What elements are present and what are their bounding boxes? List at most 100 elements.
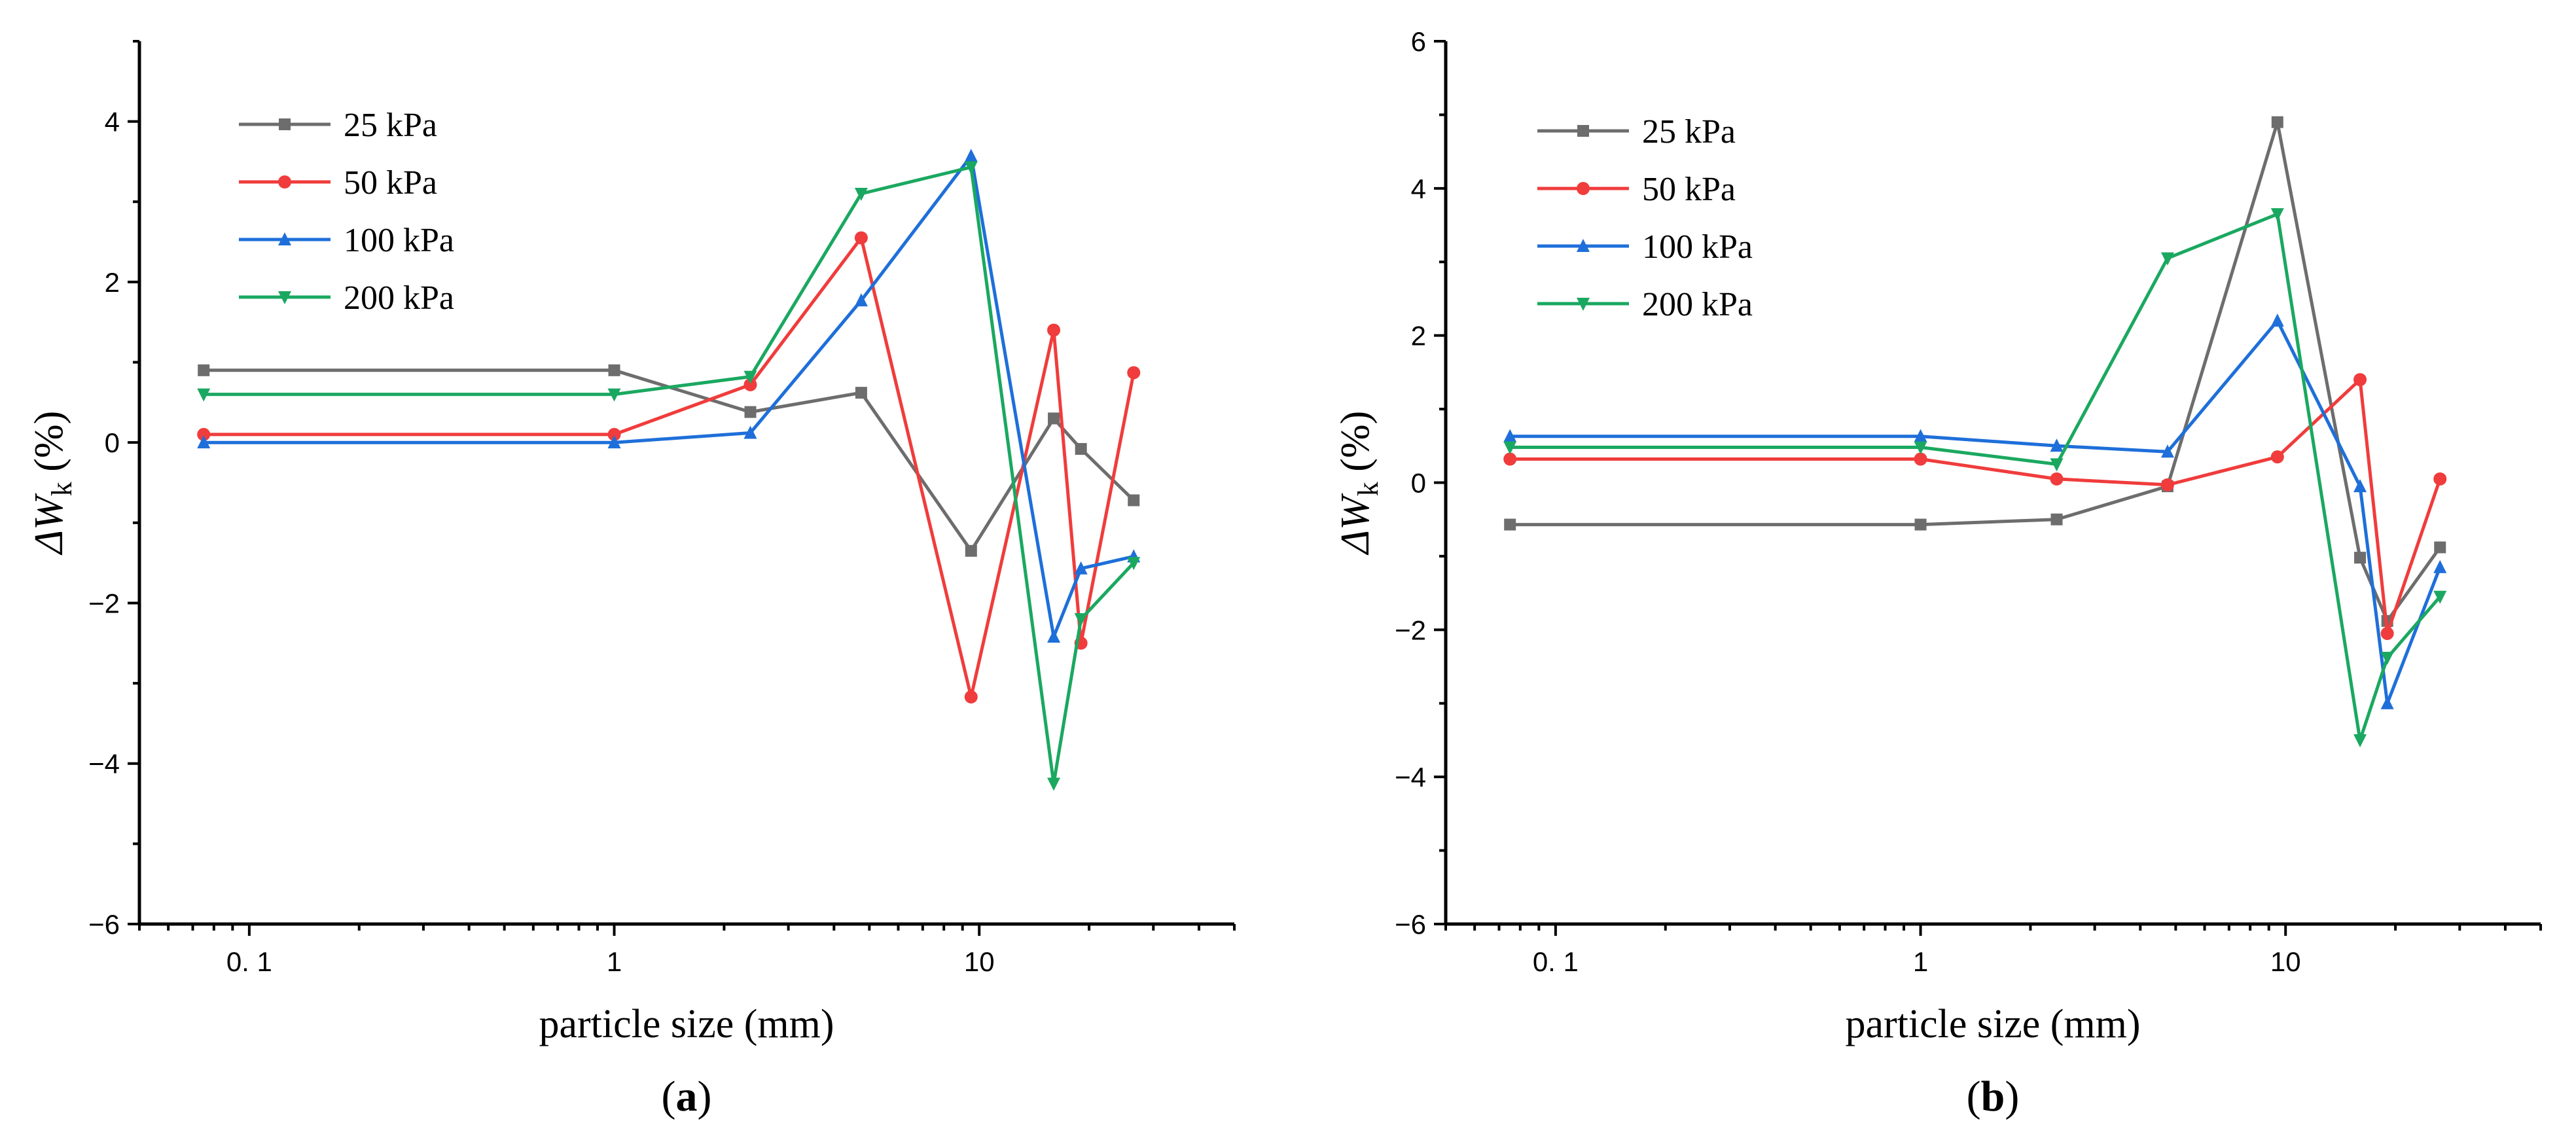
legend-marker-b-2	[1577, 239, 1590, 252]
legend-label-b-0: 25 kPa	[1642, 113, 1736, 151]
x-tick-label-a: 1	[607, 946, 622, 977]
data-point-a-2	[607, 435, 621, 449]
data-point-a-0	[198, 364, 210, 376]
data-point-a-3	[743, 370, 757, 384]
y-tick-label-b: −6	[1395, 909, 1426, 940]
data-point-a-0	[744, 406, 757, 418]
legend-marker-a-3	[278, 291, 291, 304]
y-tick-label-b: 0	[1411, 468, 1426, 499]
y-tick-label-a: 0	[105, 427, 120, 458]
data-point-a-1	[607, 427, 621, 441]
data-point-a-0	[1128, 494, 1140, 507]
data-point-b-1	[2270, 450, 2284, 464]
data-point-a-3	[964, 161, 978, 175]
chart-panel-b: −6 −4 −2 0 2 4 6 0. 1 1 10 25 kPa 50 kPa 100 kPa 200…	[1333, 26, 2542, 1120]
data-point-a-1	[1127, 366, 1141, 380]
x-tick-label-a: 0. 1	[226, 946, 272, 977]
legend-marker-a-2	[278, 232, 291, 245]
legend-label-b-1: 50 kPa	[1642, 171, 1736, 208]
data-point-a-0	[965, 544, 977, 557]
legend-label-a-0: 25 kPa	[344, 107, 437, 144]
data-point-b-1	[1503, 452, 1517, 466]
data-point-b-3	[2160, 252, 2174, 266]
data-point-b-1	[2353, 373, 2367, 387]
x-axis-title-a: particle size (mm)	[539, 1002, 834, 1046]
data-point-a-1	[964, 690, 978, 704]
data-point-a-1	[197, 427, 211, 441]
panel-letter-b: b	[1981, 1073, 2005, 1120]
y-tick-label-b: 4	[1411, 173, 1426, 204]
axes-a	[137, 41, 1234, 926]
data-point-a-3	[1074, 613, 1088, 626]
legend-label-a-2: 100 kPa	[344, 222, 454, 259]
y-axis-title-suffix-a: (%)	[27, 411, 71, 482]
data-point-b-1	[2160, 478, 2174, 491]
data-point-a-1	[854, 231, 868, 245]
y-tick-label-b: 6	[1411, 26, 1426, 57]
data-point-b-0	[2050, 513, 2063, 525]
legend-marker-b-0	[1577, 125, 1589, 137]
x-tick-label-b: 10	[2270, 946, 2301, 977]
legend-marker-b-3	[1577, 298, 1590, 311]
series-line-a-2	[204, 154, 1134, 639]
y-tick-label-b: −4	[1395, 762, 1426, 793]
y-axis-title-a: ΔWk (%)	[27, 411, 78, 556]
y-axis-title-b: ΔWk (%)	[1333, 411, 1384, 556]
data-point-b-3	[2380, 652, 2394, 666]
panel-letter-a: a	[676, 1073, 698, 1120]
data-point-b-2	[2380, 696, 2394, 709]
ticks-b: −6 −4 −2 0 2 4 6 0. 1 1 10	[1395, 26, 2542, 977]
data-point-b-0	[1504, 518, 1516, 531]
legend-marker-a-1	[278, 175, 291, 188]
chart-panel-a: −6 −4 −2 0 2 4 0. 1 1 10 25 kPa 50 kPa 100 kPa 200 …	[27, 40, 1236, 1120]
data-point-b-3	[2050, 458, 2064, 472]
data-point-a-2	[197, 435, 211, 449]
data-point-b-1	[2050, 472, 2064, 486]
data-point-a-2	[1074, 561, 1088, 575]
data-point-a-3	[607, 388, 621, 402]
data-point-a-0	[855, 387, 867, 399]
panel-label-a: (a)	[662, 1073, 712, 1120]
series-line-b-3	[1510, 212, 2442, 742]
data-point-a-2	[964, 149, 978, 162]
data-point-b-0	[1914, 518, 1927, 531]
legend-a: 25 kPa 50 kPa 100 kPa 200 kPa	[239, 107, 454, 317]
y-tick-label-a: 2	[105, 267, 120, 298]
y-axis-title-prefix-b: ΔW	[1333, 493, 1378, 556]
legend-label-a-3: 200 kPa	[344, 279, 454, 317]
data-point-a-2	[1047, 629, 1061, 643]
data-point-a-3	[854, 188, 868, 202]
data-point-b-3	[2270, 208, 2284, 222]
data-point-a-2	[854, 293, 868, 307]
data-point-b-3	[1503, 441, 1517, 455]
data-point-a-3	[1127, 557, 1141, 571]
x-axis-title-b: particle size (mm)	[1845, 1002, 2140, 1046]
legend-label-b-3: 200 kPa	[1642, 286, 1753, 323]
y-tick-label-a: −2	[88, 588, 120, 618]
data-point-b-3	[1914, 441, 1927, 455]
data-point-b-2	[2050, 438, 2064, 452]
series-line-a-3	[204, 166, 1136, 785]
data-point-b-3	[2433, 590, 2447, 604]
y-axis-title-sub-a: k	[46, 482, 78, 496]
y-axis-title-sub-b: k	[1352, 482, 1384, 496]
legend-marker-b-1	[1577, 182, 1590, 195]
series-line-b-0	[1510, 120, 2442, 623]
data-point-a-1	[1047, 323, 1061, 337]
data-point-a-3	[197, 388, 211, 402]
data-point-b-2	[1503, 429, 1517, 442]
legend-b: 25 kPa 50 kPa 100 kPa 200 kPa	[1537, 113, 1753, 323]
legend-label-b-2: 100 kPa	[1642, 228, 1753, 266]
y-tick-label-b: 2	[1411, 321, 1426, 351]
y-tick-label-a: 4	[105, 107, 120, 137]
ticks-a: −6 −4 −2 0 2 4 0. 1 1 10	[88, 40, 1236, 977]
axes-b	[1444, 41, 2541, 926]
series-a	[197, 149, 1141, 791]
y-axis-title-suffix-b: (%)	[1333, 411, 1378, 482]
series-line-a-1	[204, 236, 1136, 699]
data-point-b-2	[1914, 429, 1927, 442]
legend-marker-a-0	[279, 118, 291, 130]
data-point-a-0	[608, 364, 620, 376]
data-point-a-0	[1075, 442, 1087, 455]
